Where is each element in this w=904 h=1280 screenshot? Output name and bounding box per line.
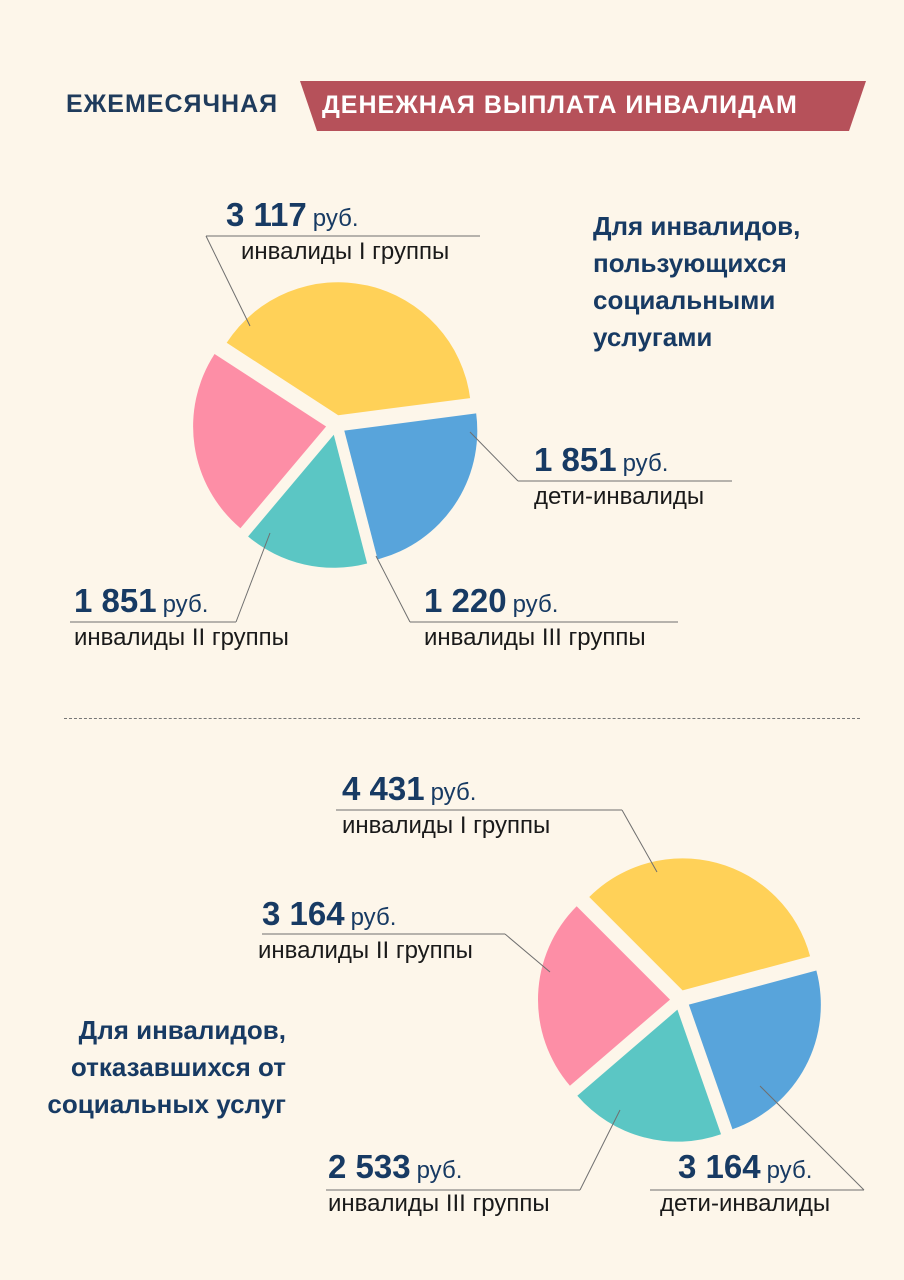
- desc: инвалиды I группы: [342, 812, 551, 839]
- chart2-title: Для инвалидов, отказавшихся от социальны…: [47, 1015, 286, 1119]
- slice-group1: [589, 858, 811, 991]
- desc: инвалиды II группы: [74, 624, 289, 651]
- amount: 2 533: [328, 1148, 411, 1185]
- desc: инвалиды I группы: [241, 238, 450, 265]
- unit: руб.: [512, 591, 559, 618]
- title-band: [300, 81, 866, 131]
- chart2-label-group1: 4 431 руб. инвалиды I группы: [342, 770, 550, 840]
- slice-group2: [193, 354, 327, 529]
- slice-group3: [248, 434, 368, 568]
- unit: руб.: [416, 1157, 463, 1184]
- leader-line: [375, 555, 411, 623]
- leader-line: [759, 1085, 865, 1191]
- chart1-title: Для инвалидов, пользующихся социальными …: [593, 211, 801, 352]
- chart1-label-group1: 3 117 руб. инвалиды I группы: [226, 196, 449, 266]
- chart2-label-group3: 2 533 руб. инвалиды III группы: [328, 1148, 550, 1218]
- unit: руб.: [312, 205, 359, 232]
- leader-line: [579, 1109, 621, 1191]
- chart1-label-group3: 1 220 руб. инвалиды III группы: [424, 582, 646, 652]
- slice-group2: [538, 906, 671, 1086]
- amount: 4 431: [342, 770, 425, 807]
- desc: инвалиды III группы: [424, 624, 646, 651]
- amount: 3 117: [226, 196, 307, 233]
- unit: руб.: [350, 904, 397, 931]
- leader-lines: [70, 235, 865, 1191]
- pie-chart-2: [538, 858, 821, 1142]
- slice-children: [688, 970, 821, 1130]
- slice-group3: [577, 1009, 722, 1142]
- title-left: ЕЖЕМЕСЯЧНАЯ: [66, 90, 279, 118]
- desc: инвалиды III группы: [328, 1190, 550, 1217]
- amount: 3 164: [262, 895, 345, 932]
- chart1-label-children: 1 851 руб. дети-инвалиды: [534, 441, 704, 511]
- amount: 1 851: [534, 441, 617, 478]
- desc: инвалиды II группы: [258, 937, 473, 964]
- leader-line: [235, 532, 271, 623]
- slice-group1: [226, 282, 471, 416]
- desc: дети-инвалиды: [660, 1190, 831, 1217]
- amount: 1 851: [74, 582, 157, 619]
- unit: руб.: [162, 591, 209, 618]
- leader-line: [621, 809, 658, 873]
- section-divider: [64, 718, 860, 719]
- amount: 1 220: [424, 582, 507, 619]
- chart2-label-group2: 3 164 руб. инвалиды II группы: [258, 895, 473, 965]
- amount: 3 164: [678, 1148, 761, 1185]
- slice-children: [344, 413, 478, 560]
- unit: руб.: [430, 779, 477, 806]
- title-right: ДЕНЕЖНАЯ ВЫПЛАТА ИНВАЛИДАМ: [322, 91, 798, 119]
- chart2-label-children: 3 164 руб. дети-инвалиды: [660, 1148, 830, 1218]
- unit: руб.: [766, 1157, 813, 1184]
- unit: руб.: [622, 450, 669, 477]
- leader-line: [205, 235, 251, 327]
- leader-line: [504, 933, 551, 973]
- leader-line: [469, 431, 519, 482]
- pie-chart-1: [193, 282, 478, 568]
- desc: дети-инвалиды: [534, 483, 705, 510]
- chart1-label-group2: 1 851 руб. инвалиды II группы: [74, 582, 289, 652]
